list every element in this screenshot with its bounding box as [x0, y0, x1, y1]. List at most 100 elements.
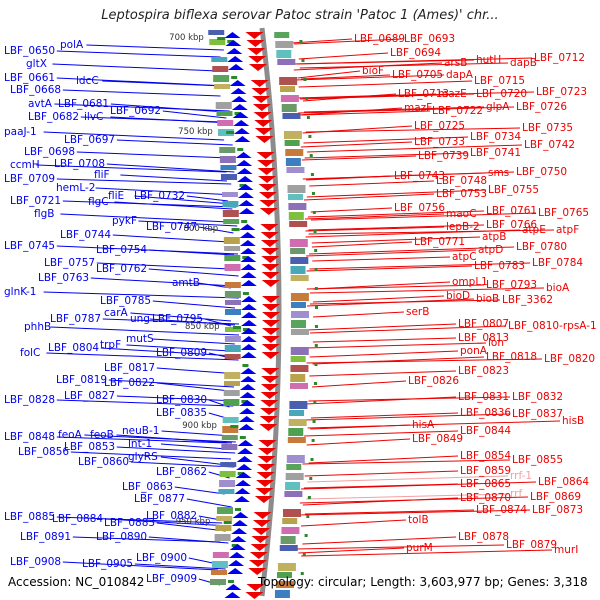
right-strand-arrow — [245, 592, 264, 599]
right-connector-line — [302, 497, 459, 506]
gene-label-right: LBF_0756 — [394, 202, 445, 214]
right-strand-arrow — [255, 488, 274, 495]
feature-block-right — [287, 185, 306, 193]
right-connector-line — [301, 110, 431, 116]
right-connector-line — [302, 536, 457, 545]
right-connector-line — [304, 470, 459, 477]
gene-label-right: serB — [406, 306, 429, 318]
right-strand-arrow — [260, 232, 279, 239]
right-connector-line — [298, 509, 531, 516]
left-strand-arrow — [237, 448, 254, 454]
gene-label-right: LBF_0766 — [486, 219, 537, 231]
gene-label-right: LBF_0807 — [458, 318, 509, 330]
scale-tick-label: 900 kbp — [182, 421, 217, 431]
right-strand-arrow — [256, 152, 275, 159]
feature-block-small — [242, 364, 249, 367]
left-connector-line — [56, 50, 221, 58]
gene-label-right: dapA — [446, 69, 474, 81]
feature-block-small — [242, 328, 249, 331]
right-connector-line — [306, 284, 485, 290]
feature-block-right — [286, 464, 302, 470]
right-strand-arrow — [261, 280, 280, 287]
left-strand-arrow — [240, 280, 257, 286]
left-connector-line — [56, 178, 232, 185]
position-marker — [307, 496, 311, 499]
right-connector-line — [309, 246, 515, 255]
gene-label-right: LBF_0810-rpsA-1 — [508, 320, 597, 332]
feature-block-right — [290, 365, 309, 372]
right-strand-arrow — [245, 32, 264, 39]
gene-label-left: LBF_0668 — [10, 84, 61, 96]
left-connector-line — [148, 268, 239, 277]
right-strand-arrow — [253, 512, 272, 519]
feature-block-right — [274, 590, 290, 598]
right-strand-arrow — [260, 392, 279, 399]
gene-label-right: LBF_0849 — [412, 433, 463, 445]
feature-block-left — [224, 309, 241, 315]
feature-block-right — [275, 41, 294, 48]
left-connector-line — [56, 399, 234, 407]
left-connector-line — [104, 518, 231, 527]
left-strand-arrow — [240, 376, 257, 382]
right-strand-arrow — [250, 544, 269, 551]
right-strand-arrow — [261, 264, 280, 271]
feature-block-small — [241, 400, 248, 403]
right-connector-line — [312, 295, 445, 303]
gene-label-right: atpB — [482, 231, 506, 243]
feature-block-right — [286, 167, 305, 173]
left-strand-arrow — [231, 520, 248, 526]
right-connector-line — [298, 547, 405, 554]
gene-label-right: rrf — [510, 488, 522, 500]
feature-block-left — [223, 237, 240, 244]
right-strand-arrow — [255, 136, 274, 143]
gene-label-right: LBF_0854 — [460, 450, 511, 462]
feature-block-small — [237, 148, 244, 151]
gene-label-left: mutS — [126, 333, 154, 345]
right-strand-arrow — [252, 104, 271, 111]
gene-label-left: LBF_0883 — [104, 517, 155, 529]
left-strand-arrow — [236, 464, 253, 470]
feature-block-right — [290, 293, 309, 301]
feature-block-right — [289, 239, 308, 247]
position-marker — [304, 534, 308, 537]
gene-label-right: sms — [488, 167, 509, 179]
gene-label-left: flgB — [34, 208, 54, 220]
gene-label-right: LBF_0780 — [516, 241, 567, 253]
feature-block-left — [212, 552, 229, 558]
right-strand-arrow — [261, 248, 280, 255]
feature-block-right — [285, 158, 301, 166]
feature-block-right — [274, 32, 290, 38]
right-strand-arrow — [257, 168, 276, 175]
position-marker — [314, 325, 318, 328]
gene-label-left: LBF_0763 — [38, 272, 89, 284]
gene-label-right: rrf-1 — [510, 470, 532, 482]
right-connector-line — [307, 210, 485, 218]
right-strand-arrow — [261, 256, 280, 263]
gene-label-right: murI — [554, 544, 578, 556]
right-strand-arrow — [260, 240, 279, 247]
right-connector-line — [310, 412, 459, 419]
left-strand-arrow — [233, 120, 250, 126]
left-strand-arrow — [234, 488, 251, 494]
gene-label-right: LBF_0818 — [486, 351, 537, 363]
gene-label-left: LBF_0828 — [4, 394, 55, 406]
feature-block-small — [231, 544, 238, 547]
gene-label-right: ponA — [460, 345, 488, 357]
feature-block-left — [223, 399, 240, 406]
left-strand-arrow — [239, 400, 256, 406]
right-connector-line — [306, 265, 473, 272]
right-connector-line — [305, 226, 445, 232]
gene-label-right: LBF_0735 — [522, 122, 573, 134]
gene-label-left: LBF_0809 — [156, 347, 207, 359]
gene-label-right: LBF_0734 — [470, 131, 521, 143]
left-connector-line — [100, 347, 235, 357]
left-strand-arrow — [240, 304, 257, 310]
left-strand-arrow — [240, 272, 257, 278]
gene-label-right: LBF_0739 — [418, 150, 469, 162]
gene-label-right: tolB — [408, 514, 429, 526]
feature-block-small — [241, 220, 248, 223]
left-strand-arrow — [235, 480, 252, 486]
feature-block-left — [208, 30, 225, 35]
gene-label-right: LBF_0761 — [486, 205, 537, 217]
